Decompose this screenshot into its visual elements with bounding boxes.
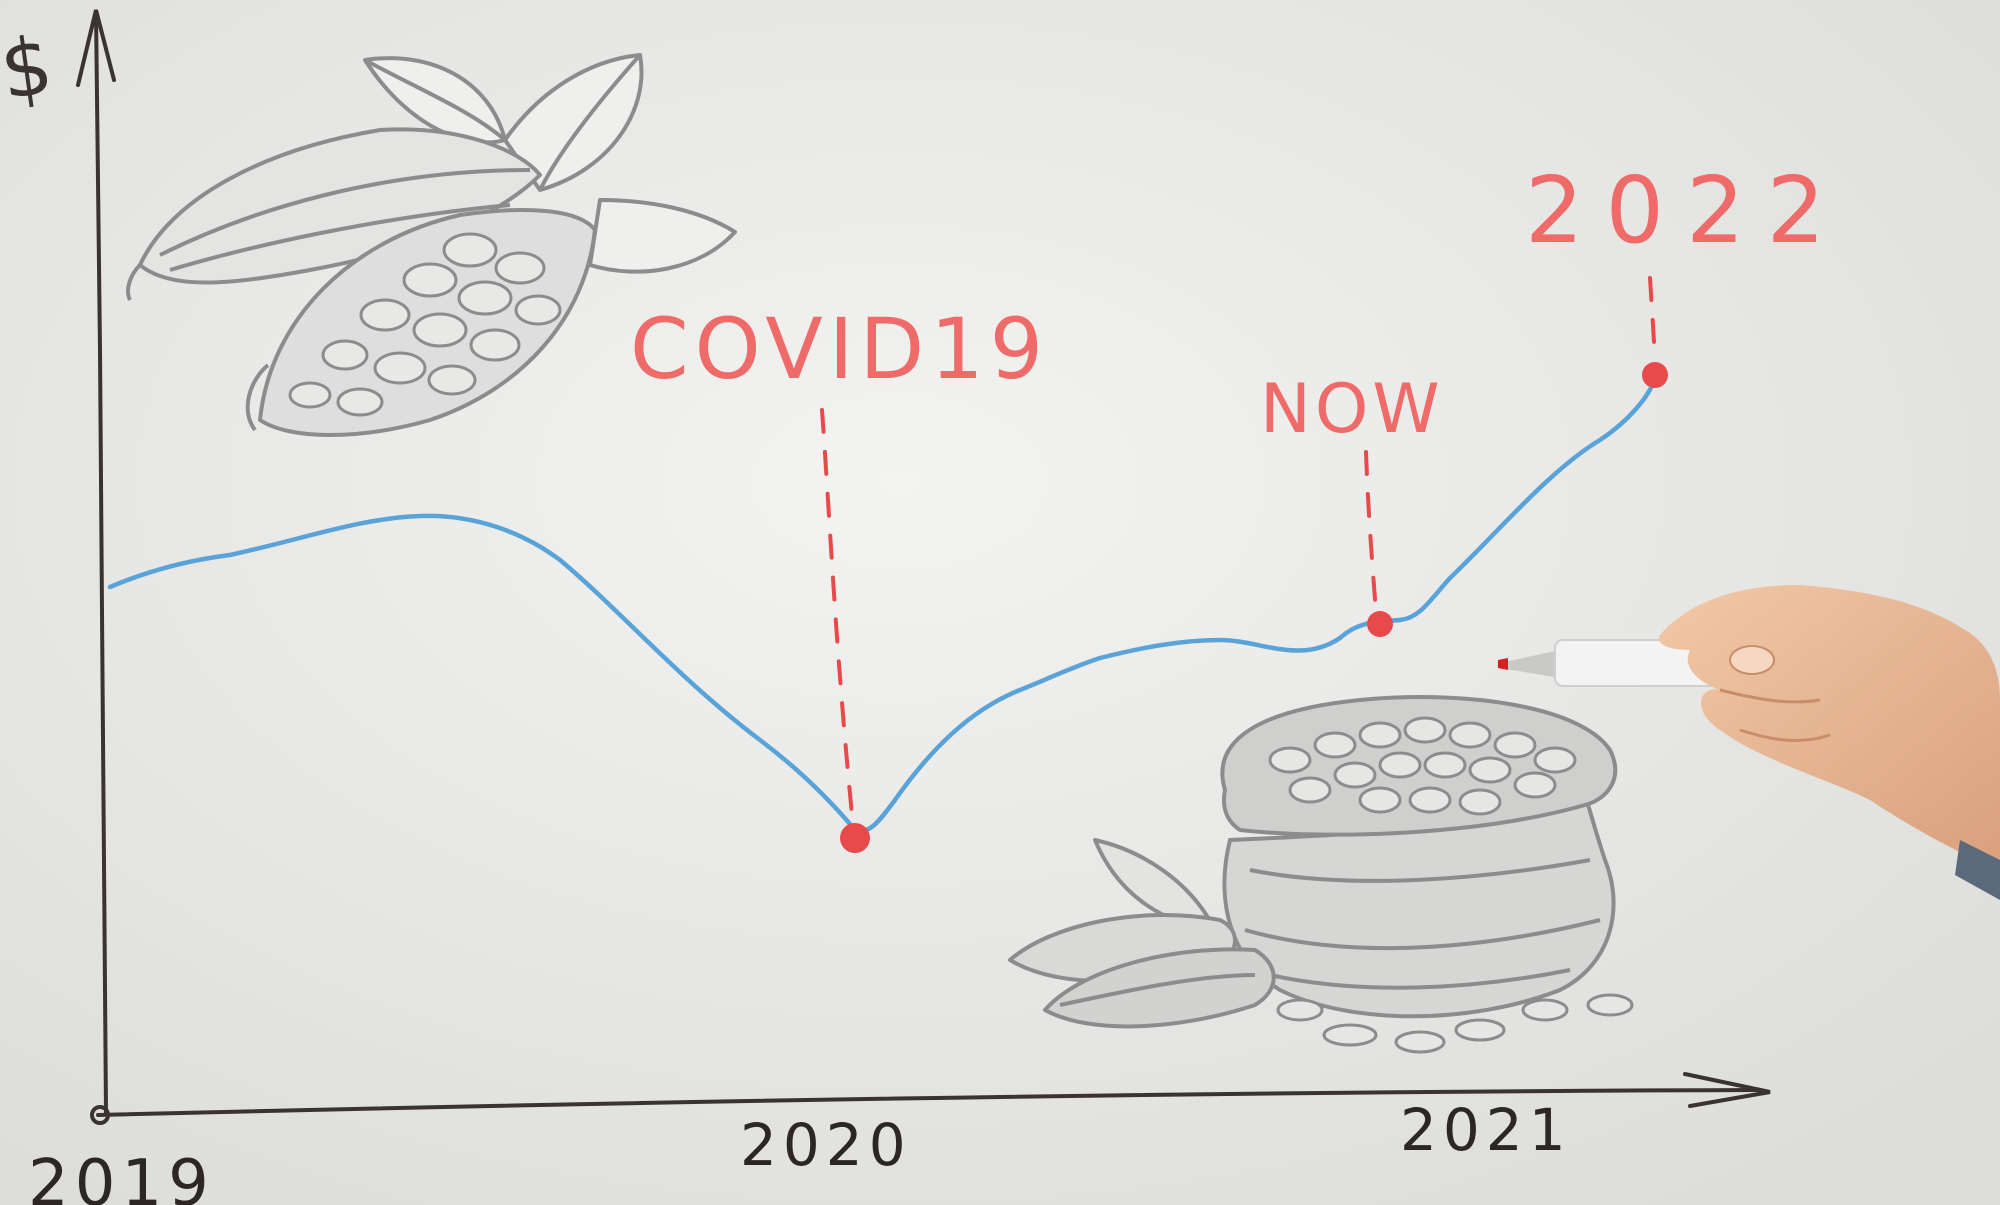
x-axis xyxy=(96,1088,1762,1117)
now-connector xyxy=(1364,450,1378,614)
hand-holding-marker-icon xyxy=(1659,585,2000,900)
covid-dot xyxy=(840,823,870,853)
cocoa-pod-sketch-icon xyxy=(126,53,737,437)
year2022-label: 2022 xyxy=(1525,157,1847,264)
x-label-2020: 2020 xyxy=(740,1111,912,1179)
cocoa-bean-sack-sketch-icon xyxy=(1008,695,1634,1054)
chart-axes xyxy=(76,9,1771,1125)
y-axis xyxy=(94,10,108,1115)
origin-dot xyxy=(90,1105,110,1125)
x-axis-arrow xyxy=(1683,1072,1771,1108)
y-axis-arrow xyxy=(76,9,116,87)
year2022-connector xyxy=(1648,276,1657,362)
covid-label: COVID19 xyxy=(630,300,1049,398)
covid-connector xyxy=(820,408,854,817)
red-dashed-connectors xyxy=(820,276,1657,817)
now-label: NOW xyxy=(1260,370,1444,449)
trend-line xyxy=(107,375,1658,834)
now-dot xyxy=(1367,611,1393,637)
x-label-2021: 2021 xyxy=(1400,1096,1572,1164)
year2022-dot xyxy=(1642,362,1668,388)
x-label-2019: 2019 xyxy=(28,1147,215,1205)
